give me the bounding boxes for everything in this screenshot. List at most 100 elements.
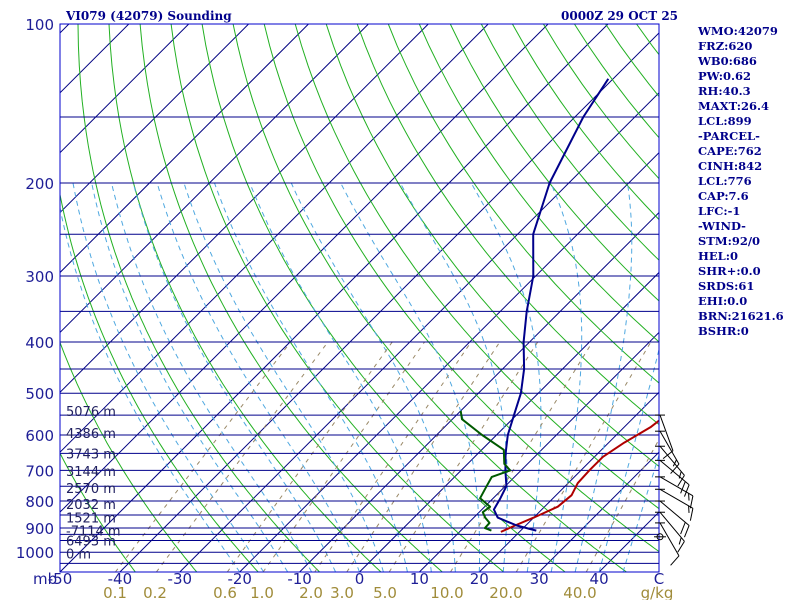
dry-adiabat — [108, 24, 382, 572]
dry-adiabat — [480, 24, 659, 261]
moist-adiabat — [598, 347, 659, 572]
pressure-tick-label: 900 — [25, 520, 54, 538]
wind-barb — [655, 476, 694, 509]
isotherm — [60, 24, 369, 334]
isotherm — [60, 24, 549, 513]
mixing-ratio-line — [388, 341, 539, 572]
moist-adiabat — [156, 182, 360, 572]
chart-traces — [459, 78, 659, 533]
mixing-ratio-line — [114, 341, 291, 572]
mixing-ratio-tick-label: 0.2 — [143, 584, 167, 600]
wind-barb-feather — [672, 459, 677, 467]
wind-barb — [655, 414, 674, 460]
wind-barb — [655, 488, 694, 521]
mixing-ratio-tick-label: 20.0 — [489, 584, 522, 600]
wind-barb-feather — [662, 450, 674, 460]
parcel-trace — [500, 419, 659, 533]
pressure-tick-label: 600 — [25, 427, 54, 445]
height-label: 4386 m — [66, 427, 116, 442]
index-row: RH:40.3 — [698, 84, 751, 98]
height-label: 5076 m — [66, 405, 116, 420]
wind-barb-feather — [677, 475, 685, 487]
index-row: CAP:7.6 — [698, 189, 749, 203]
mixing-ratio-line — [585, 438, 659, 572]
temperature-tick-label: 30 — [530, 570, 549, 588]
mixing-ratio-line — [155, 341, 329, 572]
index-row: SHR+:0.0 — [698, 264, 761, 278]
wind-barbs — [654, 414, 694, 566]
dry-adiabat — [356, 24, 659, 426]
dry-adiabat — [418, 24, 659, 343]
index-row: CAPE:762 — [698, 144, 762, 158]
pressure-tick-label: 1000 — [16, 544, 54, 562]
wind-barb-staff — [659, 511, 685, 542]
isotherm — [60, 24, 249, 214]
wind-barb-staff — [659, 414, 674, 451]
moist-adiabat — [214, 182, 408, 572]
dry-adiabat — [201, 24, 566, 572]
moist-adiabat — [470, 182, 542, 572]
wind-barb-feather — [670, 555, 680, 566]
temperature-tick-label: 20 — [470, 570, 489, 588]
wind-barb — [655, 459, 690, 497]
wind-barb-staff — [659, 459, 690, 486]
wind-barb-feather — [689, 495, 694, 509]
index-row: EHI:0.0 — [698, 294, 748, 308]
wind-barb — [655, 522, 680, 566]
isotherm — [60, 24, 609, 572]
wind-barb-staff — [659, 488, 694, 509]
mixing-ratio-tick-label: 10.0 — [430, 584, 463, 600]
mixing-ratio-tick-label: 0.1 — [103, 584, 127, 600]
index-row: BRN:21621.6 — [698, 309, 784, 323]
moist-adiabat — [249, 182, 432, 572]
mixing-ratio-tick-label: 2.0 — [299, 584, 323, 600]
index-row: BSHR:0 — [698, 324, 749, 338]
wind-barb — [655, 511, 685, 553]
wind-barb-staff — [659, 522, 680, 557]
isotherm — [60, 24, 190, 154]
wind-barb-staff — [659, 476, 694, 497]
mixing-ratio-tick-label: 40.0 — [563, 584, 596, 600]
height-label: 3144 m — [66, 465, 116, 480]
wind-barb-staff — [659, 445, 685, 476]
moist-adiabat — [72, 182, 265, 572]
dry-adiabat — [232, 24, 627, 572]
chart-grid — [0, 24, 659, 572]
moist-adiabat — [91, 182, 289, 572]
index-row: LCL:776 — [698, 174, 752, 188]
chart-timestamp: 0000Z 29 OCT 25 — [561, 9, 679, 23]
temperature-tick-label: C — [654, 570, 664, 588]
pressure-tick-label: 300 — [25, 268, 54, 286]
isotherm — [0, 24, 9, 572]
moist-adiabat — [550, 182, 583, 572]
moist-adiabat — [290, 182, 456, 572]
dry-adiabat — [325, 24, 659, 467]
moist-adiabat — [183, 182, 384, 572]
wind-barb — [655, 500, 690, 538]
wind-barb-feather — [680, 522, 686, 535]
wind-barb-feather — [678, 537, 682, 545]
mixing-ratio-tick-label: 1.0 — [250, 584, 274, 600]
isotherm — [359, 271, 659, 572]
dry-adiabat — [387, 24, 659, 384]
index-row: WMO:42079 — [698, 24, 778, 38]
index-row: -WIND- — [698, 219, 746, 233]
isotherm — [299, 211, 659, 572]
temperature-tick-label: -30 — [168, 570, 193, 588]
dry-adiabat — [449, 24, 659, 302]
chart-frame — [59, 23, 660, 573]
index-row: SRDS:61 — [698, 279, 755, 293]
temperature-tick-label: 0 — [355, 570, 365, 588]
height-label: 3743 m — [66, 447, 116, 462]
mixing-ratio-line — [314, 341, 472, 572]
moist-adiabat — [60, 205, 241, 572]
isotherm — [60, 24, 429, 394]
temperature-tick-label: -20 — [227, 570, 252, 588]
pressure-tick-label: 500 — [25, 385, 54, 403]
wind-barb-feather — [670, 463, 680, 474]
index-row: -PARCEL- — [698, 129, 760, 143]
temperature-tick-label: -40 — [108, 570, 133, 588]
moist-adiabat — [340, 182, 480, 572]
